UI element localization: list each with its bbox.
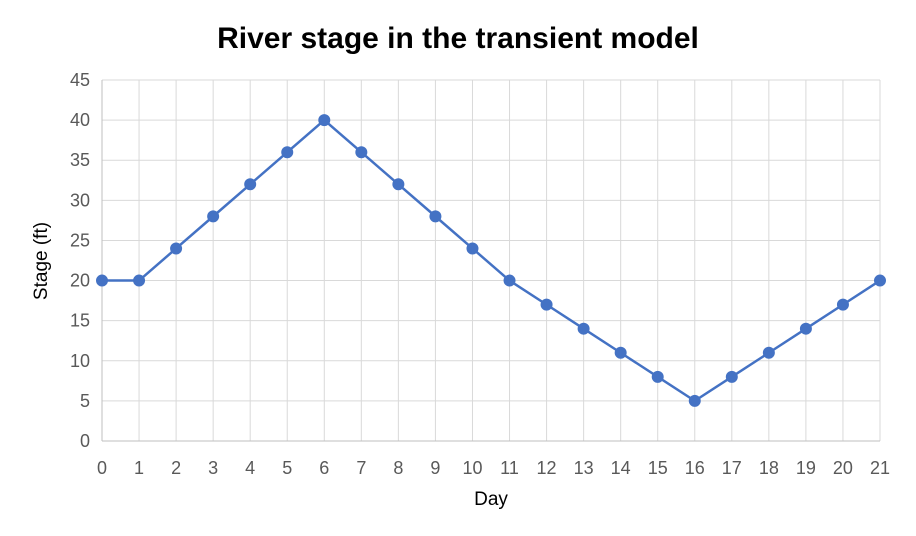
x-tick-label: 8 [393,458,403,478]
data-point [170,242,183,255]
x-tick-label: 14 [611,458,631,478]
x-tick-label: 2 [171,458,181,478]
data-point [318,114,331,127]
data-point [281,146,294,159]
x-axis-ticks: 0 1 2 3 4 5 6 7 8 9 10 11 12 13 14 15 16 17 18 19 20 21 [97,458,890,478]
y-tick-label: 25 [70,230,90,250]
x-tick-label: 1 [134,458,144,478]
data-point [133,274,146,287]
data-point [429,210,442,223]
x-tick-label: 18 [759,458,779,478]
x-tick-label: 11 [500,458,519,478]
x-tick-label: 6 [319,458,329,478]
y-tick-label: 40 [70,110,90,130]
data-point [688,394,701,407]
data-point [96,274,108,287]
data-point [874,274,886,287]
data-point [762,346,775,359]
x-tick-label: 20 [833,458,853,478]
data-point [725,370,738,383]
x-tick-label: 16 [685,458,705,478]
chart-title: River stage in the transient model [217,22,699,55]
gridlines [101,79,881,442]
x-tick-label: 12 [537,458,557,478]
x-tick-label: 19 [796,458,816,478]
y-tick-label: 0 [80,431,90,451]
x-tick-label: 10 [462,458,482,478]
x-tick-label: 13 [574,458,594,478]
y-tick-label: 15 [70,311,90,331]
x-tick-label: 21 [870,458,890,478]
y-tick-label: 10 [70,351,90,371]
data-point [540,298,553,311]
x-tick-label: 9 [430,458,440,478]
data-point [799,322,812,335]
series-line [102,118,881,403]
x-tick-label: 5 [282,458,292,478]
x-tick-label: 3 [208,458,218,478]
data-point [836,298,849,311]
data-point [207,210,220,223]
data-point [651,370,664,383]
data-point [244,178,257,191]
y-tick-label: 5 [80,391,90,411]
y-tick-label: 45 [70,70,90,90]
data-point [466,242,479,255]
data-point [614,346,627,359]
data-point [355,146,368,159]
axes [101,80,880,442]
y-axis-ticks: 0 5 10 15 20 25 30 35 40 45 [70,70,90,451]
data-point [577,322,590,335]
y-tick-label: 30 [70,190,90,210]
data-point [503,274,516,287]
y-axis-label: Stage (ft) [31,222,52,300]
x-axis-label: Day [474,489,508,510]
series-group [96,114,886,407]
x-tick-label: 7 [356,458,366,478]
y-tick-label: 20 [70,271,90,291]
x-tick-label: 4 [245,458,255,478]
y-tick-label: 35 [70,150,90,170]
data-point [392,178,405,191]
x-tick-label: 17 [722,458,742,478]
x-tick-label: 15 [648,458,668,478]
x-tick-label: 0 [97,458,107,478]
